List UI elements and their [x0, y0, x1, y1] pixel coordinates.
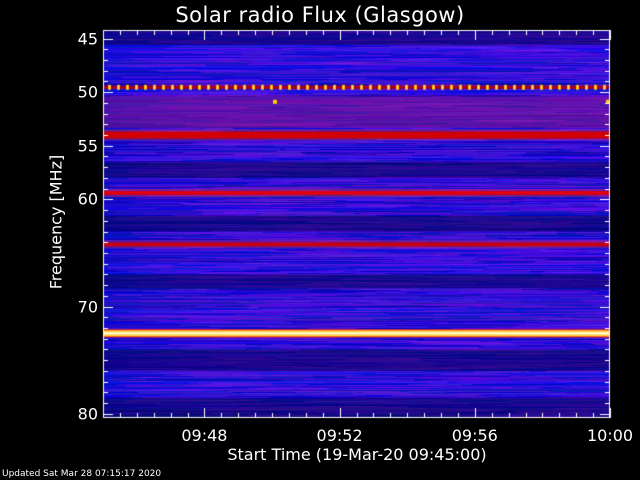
- y-tick-label: 50: [77, 82, 98, 102]
- y-tick-label: 70: [77, 297, 98, 317]
- x-tick-label: 09:48: [181, 426, 228, 445]
- y-tick-label: 45: [77, 29, 98, 49]
- y-axis-label: Frequency [MHz]: [46, 154, 66, 290]
- chart-title: Solar radio Flux (Glasgow): [175, 3, 465, 27]
- x-axis-label: Start Time (19-Mar-20 09:45:00): [227, 445, 487, 464]
- y-tick-label: 55: [77, 136, 98, 156]
- y-tick-label: 60: [77, 189, 98, 209]
- y-tick-label: 80: [77, 404, 98, 424]
- x-tick-label: 09:56: [451, 426, 498, 445]
- x-tick-label: 09:52: [316, 426, 363, 445]
- updated-timestamp: Updated Sat Mar 28 07:15:17 2020: [2, 469, 162, 479]
- x-tick-label: 10:00: [586, 426, 634, 445]
